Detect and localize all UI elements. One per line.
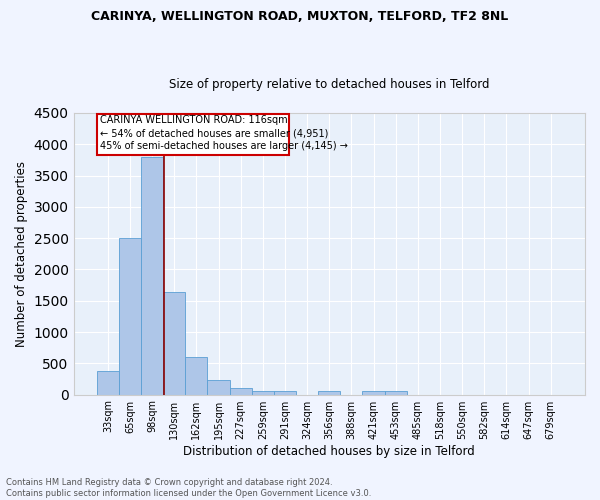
Text: ← 54% of detached houses are smaller (4,951): ← 54% of detached houses are smaller (4,…	[100, 128, 328, 138]
Bar	[163, 292, 185, 394]
Bar	[185, 357, 208, 395]
Text: CARINYA, WELLINGTON ROAD, MUXTON, TELFORD, TF2 8NL: CARINYA, WELLINGTON ROAD, MUXTON, TELFOR…	[91, 10, 509, 23]
Bar	[97, 371, 119, 394]
FancyBboxPatch shape	[97, 114, 289, 155]
Bar	[385, 391, 407, 394]
Bar	[141, 157, 163, 394]
Bar	[230, 388, 252, 394]
Bar	[274, 391, 296, 394]
Text: Contains HM Land Registry data © Crown copyright and database right 2024.
Contai: Contains HM Land Registry data © Crown c…	[6, 478, 371, 498]
Bar	[119, 238, 141, 394]
Title: Size of property relative to detached houses in Telford: Size of property relative to detached ho…	[169, 78, 490, 91]
Bar	[318, 391, 340, 394]
Bar	[208, 380, 230, 394]
Text: 45% of semi-detached houses are larger (4,145) →: 45% of semi-detached houses are larger (…	[100, 140, 348, 150]
Y-axis label: Number of detached properties: Number of detached properties	[15, 161, 28, 347]
Bar	[362, 391, 385, 394]
Bar	[252, 390, 274, 394]
Text: CARINYA WELLINGTON ROAD: 116sqm: CARINYA WELLINGTON ROAD: 116sqm	[100, 114, 288, 124]
X-axis label: Distribution of detached houses by size in Telford: Distribution of detached houses by size …	[184, 444, 475, 458]
